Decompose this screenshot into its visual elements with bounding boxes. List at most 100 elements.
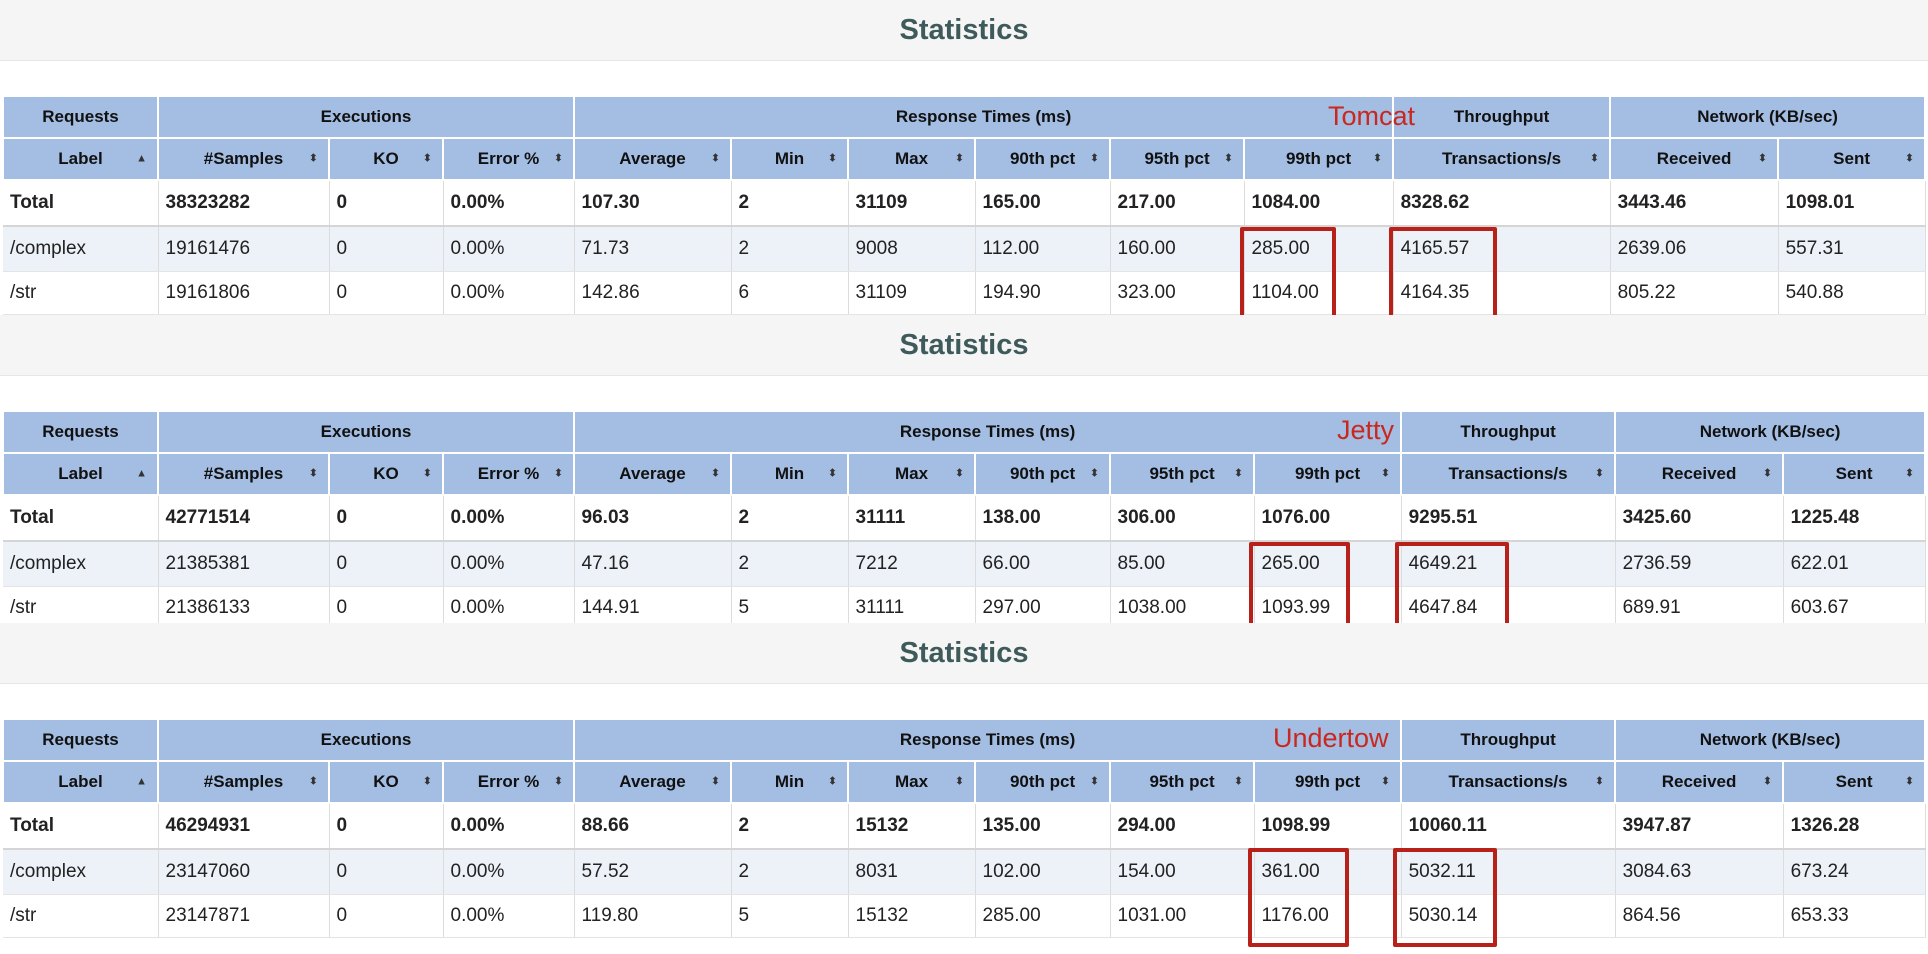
sort-icon: ⬍ xyxy=(827,775,838,788)
col-average[interactable]: Average ⬍ xyxy=(573,137,733,181)
col-label[interactable]: Label ▲ xyxy=(2,452,159,496)
cell: 4165.57 xyxy=(1393,226,1611,272)
cell: 1176.00 xyxy=(1254,894,1402,938)
highlight-box xyxy=(1393,848,1497,947)
group-throughput: Throughput xyxy=(1400,410,1617,454)
col-99th-pct[interactable]: 99th pct ⬍ xyxy=(1253,760,1403,804)
cell: 2 xyxy=(731,541,849,587)
cell: 31109 xyxy=(848,271,976,315)
sort-icon: ⬍ xyxy=(1904,152,1915,165)
sort-icon: ⬍ xyxy=(827,152,838,165)
col-max[interactable]: Max ⬍ xyxy=(847,137,977,181)
sort-icon: ⬍ xyxy=(954,152,965,165)
sort-icon: ⬍ xyxy=(1594,467,1605,480)
table-row: /complex 19161476 0 0.00% 71.73 2 9008 112.00 16… xyxy=(3,226,1926,272)
col-max[interactable]: Max ⬍ xyxy=(847,452,977,496)
col-received[interactable]: Received ⬍ xyxy=(1609,137,1780,181)
sort-icon: ⬍ xyxy=(1762,775,1773,788)
col-label[interactable]: Label ▲ xyxy=(2,760,159,804)
cell: 0 xyxy=(329,894,444,938)
sort-icon: ⬍ xyxy=(1223,152,1234,165)
cell: 0.00% xyxy=(443,894,575,938)
highlight-box xyxy=(1240,227,1336,319)
group-response-times: Response Times (ms) xyxy=(573,410,1403,454)
sort-icon: ⬍ xyxy=(954,775,965,788)
cell: 85.00 xyxy=(1110,541,1255,587)
cell: 0.00% xyxy=(443,271,575,315)
col-min[interactable]: Min ⬍ xyxy=(730,760,850,804)
cell: 5032.11 xyxy=(1401,849,1616,895)
cell: 57.52 xyxy=(574,849,732,895)
col-ko[interactable]: KO ⬍ xyxy=(328,452,444,496)
col-average[interactable]: Average ⬍ xyxy=(573,760,733,804)
sort-icon: ⬍ xyxy=(1380,775,1391,788)
cell: Total xyxy=(3,803,159,850)
server-label-undertow: Undertow xyxy=(1273,723,1389,753)
col-ko[interactable]: KO ⬍ xyxy=(328,137,444,181)
table-row: /str 19161806 0 0.00% 142.86 6 31109 194.90 323.… xyxy=(3,271,1926,315)
cell: 21386133 xyxy=(158,586,330,630)
col-sent[interactable]: Sent ⬍ xyxy=(1782,452,1927,496)
cell: 88.66 xyxy=(574,803,732,850)
cell: 38323282 xyxy=(158,180,330,227)
cell: 0 xyxy=(329,849,444,895)
sort-icon: ⬍ xyxy=(1594,775,1605,788)
col-received[interactable]: Received ⬍ xyxy=(1614,452,1785,496)
col-95th-pct[interactable]: 95th pct ⬍ xyxy=(1109,137,1246,181)
cell: 2 xyxy=(731,803,849,850)
col-samples[interactable]: #Samples ⬍ xyxy=(157,452,330,496)
group-executions: Executions xyxy=(156,95,576,139)
cell: 3084.63 xyxy=(1615,849,1784,895)
col-min[interactable]: Min ⬍ xyxy=(730,452,850,496)
sort-icon: ⬍ xyxy=(553,152,564,165)
cell: 31111 xyxy=(848,586,976,630)
cell: 540.88 xyxy=(1778,271,1926,315)
col-error-pct[interactable]: Error % ⬍ xyxy=(441,760,576,804)
cell: 194.90 xyxy=(975,271,1111,315)
cell: 265.00 xyxy=(1254,541,1402,587)
col-error-pct[interactable]: Error % ⬍ xyxy=(441,452,576,496)
col-99th-pct[interactable]: 99th pct ⬍ xyxy=(1253,452,1403,496)
cell: 864.56 xyxy=(1615,894,1784,938)
col-transactions[interactable]: Transactions/s ⬍ xyxy=(1400,760,1617,804)
col-max[interactable]: Max ⬍ xyxy=(847,760,977,804)
cell: 15132 xyxy=(848,894,976,938)
col-99th-pct[interactable]: 99th pct ⬍ xyxy=(1243,137,1395,181)
col-samples[interactable]: #Samples ⬍ xyxy=(157,760,330,804)
col-error-pct[interactable]: Error % ⬍ xyxy=(441,137,576,181)
col-90th-pct[interactable]: 90th pct ⬍ xyxy=(974,137,1112,181)
col-95th-pct[interactable]: 95th pct ⬍ xyxy=(1109,760,1256,804)
sort-icon: ⬍ xyxy=(1589,152,1600,165)
col-average[interactable]: Average ⬍ xyxy=(573,452,733,496)
cell: 0.00% xyxy=(443,586,575,630)
group-throughput: Throughput xyxy=(1392,95,1612,139)
sort-icon: ⬍ xyxy=(308,775,318,788)
col-transactions[interactable]: Transactions/s ⬍ xyxy=(1392,137,1612,181)
col-90th-pct[interactable]: 90th pct ⬍ xyxy=(974,760,1112,804)
col-label[interactable]: Label ▲ xyxy=(2,137,159,181)
col-sent[interactable]: Sent ⬍ xyxy=(1777,137,1927,181)
col-min[interactable]: Min ⬍ xyxy=(730,137,850,181)
cell: 0.00% xyxy=(443,226,575,272)
col-95th-pct[interactable]: 95th pct ⬍ xyxy=(1109,452,1256,496)
cell: 31109 xyxy=(848,180,976,227)
col-samples[interactable]: #Samples ⬍ xyxy=(157,137,330,181)
cell: 42771514 xyxy=(158,495,330,542)
col-sent[interactable]: Sent ⬍ xyxy=(1782,760,1927,804)
cell: 31111 xyxy=(848,495,976,542)
col-ko[interactable]: KO ⬍ xyxy=(328,760,444,804)
cell: 7212 xyxy=(848,541,976,587)
cell: 1098.99 xyxy=(1254,803,1402,850)
cell: 9295.51 xyxy=(1401,495,1616,542)
sort-icon: ⬍ xyxy=(1089,152,1100,165)
cell: 119.80 xyxy=(574,894,732,938)
col-90th-pct[interactable]: 90th pct ⬍ xyxy=(974,452,1112,496)
col-received[interactable]: Received ⬍ xyxy=(1614,760,1785,804)
cell: 2639.06 xyxy=(1610,226,1779,272)
sort-icon: ⬍ xyxy=(954,467,965,480)
cell: 0.00% xyxy=(443,180,575,227)
cell: 1326.28 xyxy=(1783,803,1926,850)
server-label-jetty: Jetty xyxy=(1337,415,1395,445)
col-transactions[interactable]: Transactions/s ⬍ xyxy=(1400,452,1617,496)
cell: 323.00 xyxy=(1110,271,1245,315)
